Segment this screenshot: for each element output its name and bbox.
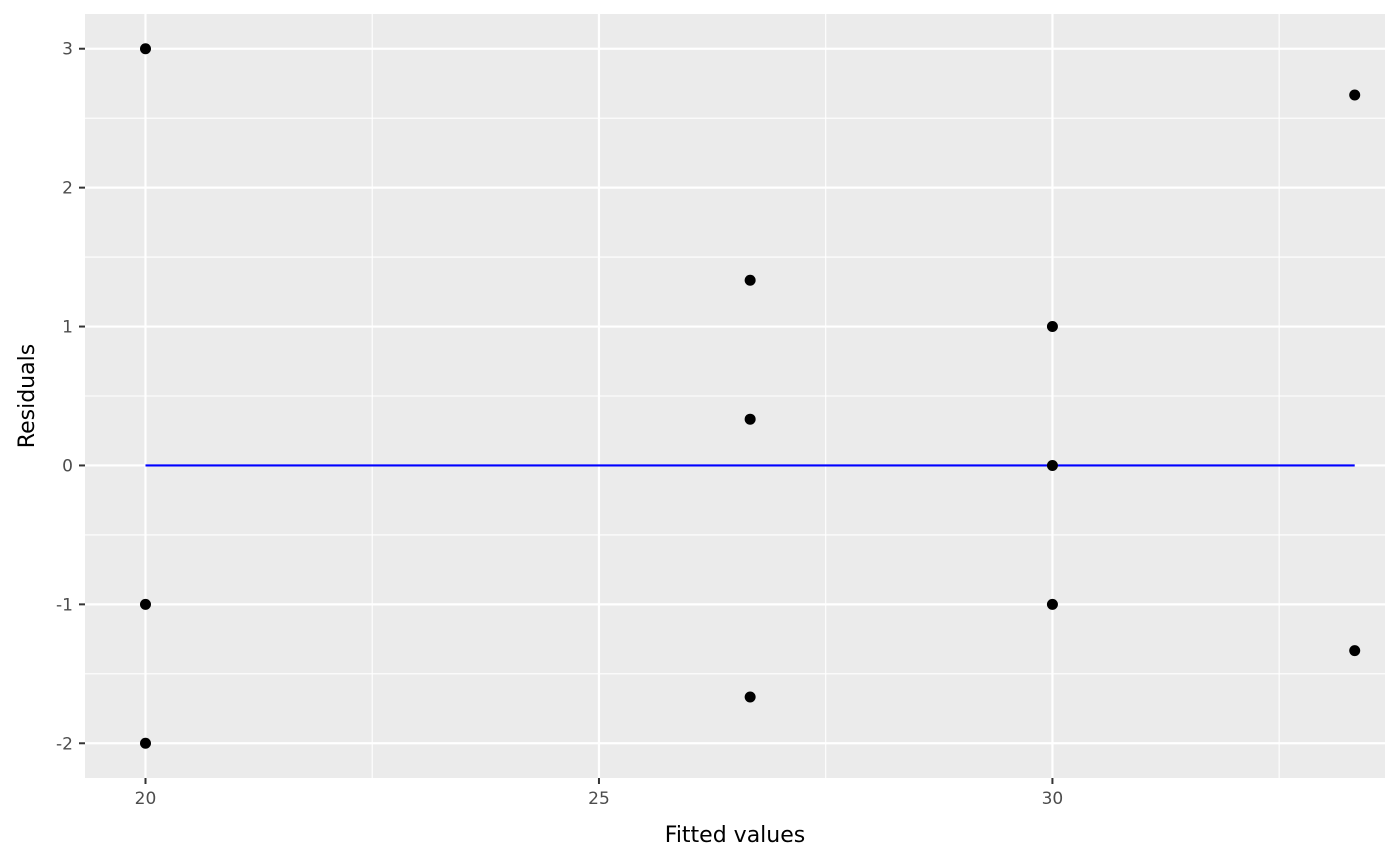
axis-tick-labels: 20 25 30 3 2 1 0 -1 -2 xyxy=(56,40,1063,809)
data-point xyxy=(1046,459,1058,471)
y-tick-label: 2 xyxy=(62,179,73,199)
data-point xyxy=(744,274,756,286)
x-tick-label: 25 xyxy=(588,789,610,809)
data-points xyxy=(139,43,1361,749)
axis-ticks xyxy=(79,47,1054,784)
data-point xyxy=(139,43,151,55)
minor-gridlines xyxy=(85,14,1385,778)
data-point xyxy=(1349,89,1361,101)
data-point xyxy=(744,691,756,703)
y-tick-label: -2 xyxy=(56,734,73,754)
y-tick-label: 0 xyxy=(62,456,73,476)
data-point xyxy=(744,413,756,425)
data-point xyxy=(1349,645,1361,657)
data-point xyxy=(139,598,151,610)
y-tick-label: -1 xyxy=(56,595,73,615)
y-axis-title: Residuals xyxy=(15,344,40,448)
x-axis-title: Fitted values xyxy=(665,823,805,848)
data-point xyxy=(1046,321,1058,333)
y-tick-label: 3 xyxy=(62,40,73,60)
x-tick-label: 20 xyxy=(135,789,157,809)
data-point xyxy=(139,737,151,749)
data-point xyxy=(1046,598,1058,610)
y-tick-label: 1 xyxy=(62,318,73,338)
x-tick-label: 30 xyxy=(1042,789,1064,809)
